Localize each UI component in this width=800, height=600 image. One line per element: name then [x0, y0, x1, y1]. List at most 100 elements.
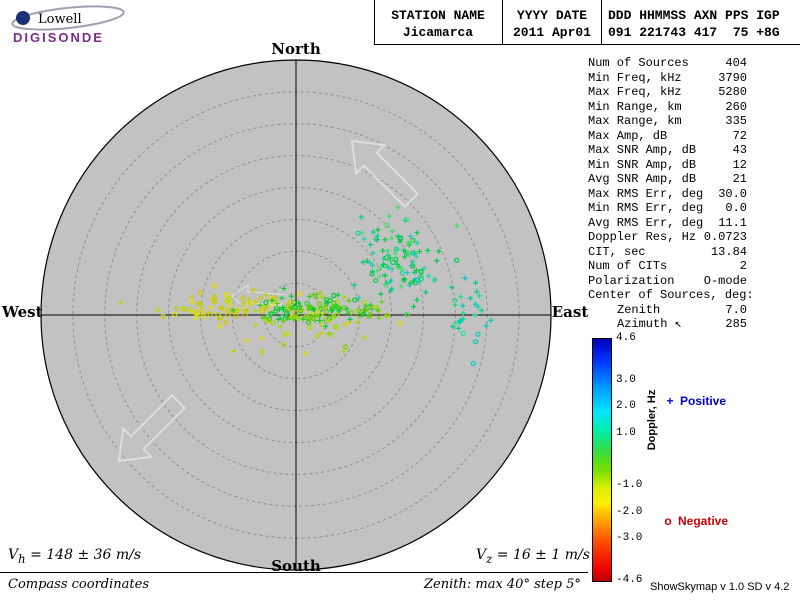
source-point-positive — [351, 282, 357, 288]
source-point-positive — [369, 262, 376, 268]
source-point-negative — [314, 333, 320, 339]
source-point-negative — [272, 295, 278, 301]
source-point-negative — [361, 299, 367, 305]
source-point-positive — [452, 302, 458, 308]
source-point-positive — [457, 317, 463, 323]
source-point-positive — [275, 316, 282, 322]
stat-row: CIT, sec 13.84 — [588, 245, 747, 260]
stat-label: Avg RMS Err, deg — [588, 215, 704, 230]
source-point-positive — [392, 250, 398, 257]
source-point-negative — [155, 307, 161, 313]
source-point-positive — [389, 228, 395, 234]
logo-orbit-icon — [11, 5, 125, 31]
source-point-negative — [282, 331, 288, 337]
stat-row: Max RMS Err, deg 30.0 — [588, 187, 747, 202]
source-point-positive — [387, 255, 393, 261]
compass-label-east: East — [551, 303, 589, 321]
stat-value: 30.0 — [718, 186, 747, 201]
source-point-positive — [279, 295, 285, 301]
source-point-positive — [434, 258, 440, 264]
logo-lowell-text: Lowell — [38, 12, 82, 27]
stat-label: Center of Sources, deg: — [588, 288, 754, 302]
source-point-negative — [279, 314, 285, 320]
source-point-negative — [405, 250, 412, 256]
source-point-positive — [341, 348, 347, 354]
stat-value: 7.0 — [725, 302, 747, 317]
source-point-positive — [414, 297, 420, 303]
source-point-positive — [319, 294, 326, 300]
stat-label: Doppler Res, Hz — [588, 230, 697, 244]
source-point-positive — [220, 304, 226, 311]
source-point-positive — [398, 284, 404, 290]
source-point-negative — [270, 320, 276, 326]
source-point-positive — [395, 264, 401, 270]
source-point-positive — [386, 213, 392, 219]
colorbar-axis-label: Doppler, Hz — [646, 389, 658, 451]
stat-label: Num of Sources — [588, 56, 689, 70]
source-point-positive — [355, 319, 361, 325]
source-point-positive — [483, 322, 489, 329]
source-point-positive — [374, 267, 381, 274]
source-point-negative — [307, 304, 313, 310]
source-point-positive — [394, 261, 400, 267]
stat-value: 0.0 — [725, 201, 747, 215]
zenith-range-caption: Zenith: max 40° step 5° — [424, 577, 581, 592]
header-divider — [502, 0, 503, 44]
source-point-negative — [331, 300, 337, 306]
source-point-negative — [384, 222, 390, 228]
vh-value: = 148 ± 36 m/s — [25, 547, 142, 563]
source-point-positive — [329, 308, 335, 314]
source-point-negative — [248, 300, 254, 306]
source-point-positive — [414, 230, 420, 236]
source-point-positive — [306, 293, 313, 300]
source-point-positive — [342, 322, 348, 328]
source-point-negative — [181, 306, 187, 312]
source-point-positive — [380, 261, 386, 267]
source-point-negative — [197, 290, 203, 296]
source-point-negative — [240, 295, 246, 301]
legend-positive: + Positive — [664, 394, 726, 408]
source-point-positive — [375, 227, 381, 233]
source-point-negative — [352, 297, 358, 303]
source-point-negative — [393, 256, 399, 262]
source-point-negative — [454, 257, 460, 263]
source-point-negative — [290, 299, 297, 305]
stat-value: 0.0723 — [703, 230, 747, 244]
stat-row: Max SNR Amp, dB 43 — [588, 143, 747, 158]
stat-value: 21 — [732, 172, 747, 186]
source-point-negative — [333, 324, 339, 331]
stat-label: Polarization — [588, 273, 675, 288]
source-point-negative — [305, 319, 312, 325]
vh-subscript: h — [18, 551, 26, 566]
stat-row: Num of Sources 404 — [588, 56, 747, 71]
source-point-positive — [360, 259, 366, 265]
stat-value: 72 — [732, 128, 747, 143]
header-rule — [374, 44, 800, 45]
source-point-negative — [390, 259, 396, 266]
stat-value: 2 — [739, 259, 747, 273]
source-point-positive — [281, 285, 287, 292]
source-point-negative — [366, 313, 372, 319]
stat-label: Max RMS Err, deg — [588, 186, 704, 201]
source-point-positive — [376, 315, 382, 321]
source-point-positive — [389, 266, 395, 272]
source-point-positive — [317, 317, 323, 324]
header-time-title: DDD HHMMSS AXN PPS IGP — [608, 8, 780, 23]
source-point-positive — [385, 264, 391, 270]
source-point-positive — [370, 250, 376, 256]
source-point-positive — [395, 205, 401, 211]
source-point-positive — [288, 293, 294, 299]
header-station-value: Jicamarca — [402, 25, 474, 40]
compass-label-north: North — [271, 40, 321, 58]
source-point-negative — [261, 307, 267, 313]
source-point-positive — [426, 273, 432, 279]
source-point-negative — [211, 283, 218, 289]
source-point-positive — [413, 267, 420, 274]
source-point-positive — [341, 294, 347, 300]
stat-row: Num of CITs 2 — [588, 259, 747, 274]
source-point-positive — [418, 274, 425, 280]
source-point-negative — [264, 314, 270, 320]
stat-label: Max Range, km — [588, 114, 682, 128]
app-version-text: ShowSkymap v 1.0 SD v 4.2 — [650, 581, 790, 593]
